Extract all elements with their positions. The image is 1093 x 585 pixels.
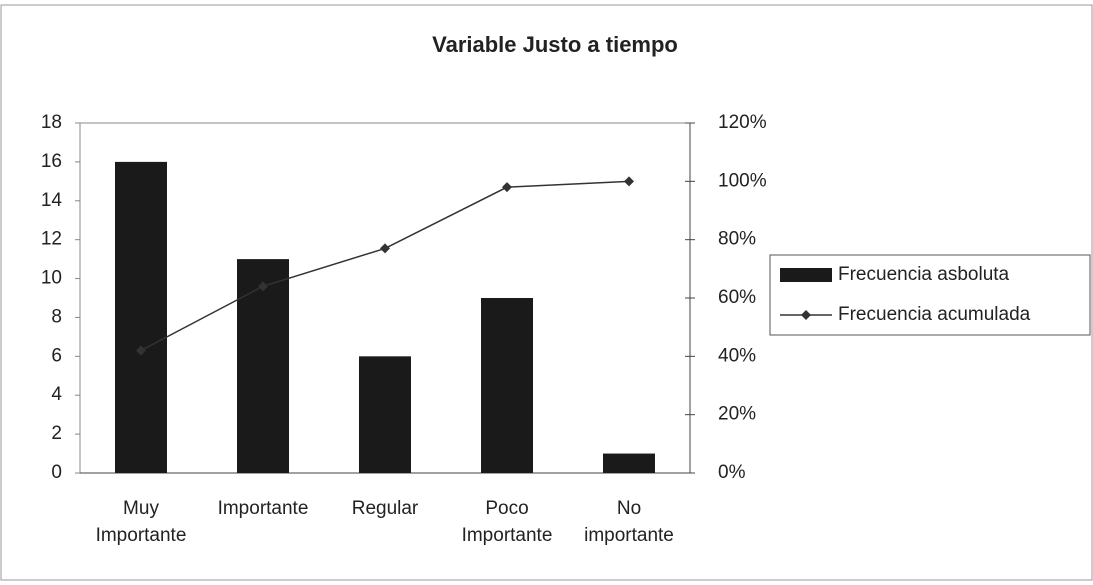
line-marker xyxy=(502,182,512,193)
y2-tick-label: 40% xyxy=(718,345,756,366)
legend-marker xyxy=(801,310,811,320)
y-tick-label: 2 xyxy=(51,423,62,444)
y-tick-label: 16 xyxy=(41,151,62,172)
legend-label: Frecuencia asboluta xyxy=(838,264,1010,285)
y2-tick-label: 80% xyxy=(718,229,756,250)
y2-tick-label: 0% xyxy=(718,462,746,483)
y-tick-label: 18 xyxy=(41,112,62,133)
x-tick-label: No importante xyxy=(584,498,674,546)
chart-title: Variable Justo a tiempo xyxy=(432,32,678,57)
x-tick-label: Poco Importante xyxy=(462,498,553,546)
cumulative-line xyxy=(140,180,630,352)
bar xyxy=(481,298,533,473)
bar xyxy=(359,356,411,473)
x-tick-label: Importante xyxy=(218,498,309,519)
line-marker xyxy=(258,281,268,292)
y2-tick-label: 100% xyxy=(718,170,767,191)
y-tick-label: 12 xyxy=(41,229,62,250)
x-tick-label: Muy Importante xyxy=(96,498,187,546)
y-tick-label: 6 xyxy=(51,345,62,366)
legend-label: Frecuencia acumulada xyxy=(838,304,1031,325)
bar xyxy=(115,161,167,473)
legend-swatch xyxy=(780,268,832,282)
y-tick-label: 4 xyxy=(51,384,62,405)
line-marker xyxy=(624,176,634,187)
y2-tick-label: 120% xyxy=(718,112,767,133)
y-tick-label: 0 xyxy=(51,462,62,483)
y2-tick-label: 20% xyxy=(718,404,756,425)
chart-frame xyxy=(0,4,1093,581)
line-marker xyxy=(380,243,390,254)
line-marker xyxy=(136,345,146,356)
y2-tick-label: 60% xyxy=(718,287,756,308)
bar xyxy=(603,453,655,473)
y-tick-label: 8 xyxy=(51,306,62,327)
y-tick-label: 10 xyxy=(41,268,62,289)
x-tick-label: Regular xyxy=(352,498,419,519)
y-tick-label: 14 xyxy=(41,190,63,211)
